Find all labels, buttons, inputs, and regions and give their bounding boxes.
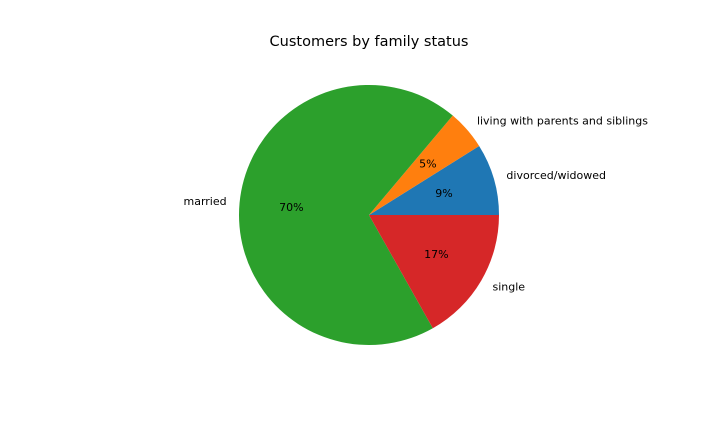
percentage-labels: 9% 5% 70% 17% [279,157,453,261]
pct-label-single: 17% [424,248,448,261]
pie-wedges [239,85,499,346]
pct-label-divorced-widowed: 9% [435,187,452,200]
slice-label-living-with-parents-and-siblings: living with parents and siblings [477,115,648,128]
pie-slice-divorced-widowed [369,145,499,215]
chart-title: Customers by family status [270,34,469,50]
slice-label-single: single [492,281,525,294]
pie-slice-living-with-parents-and-siblings [369,115,480,215]
slice-label-divorced-widowed: divorced/widowed [506,169,606,182]
pie-slice-married [239,85,453,346]
slice-labels: divorced/widowed living with parents and … [183,115,648,294]
pie-slice-single [369,215,499,329]
pct-label-living-with-parents-and-siblings: 5% [419,157,436,170]
pct-label-married: 70% [279,201,303,214]
slice-label-married: married [183,195,226,208]
